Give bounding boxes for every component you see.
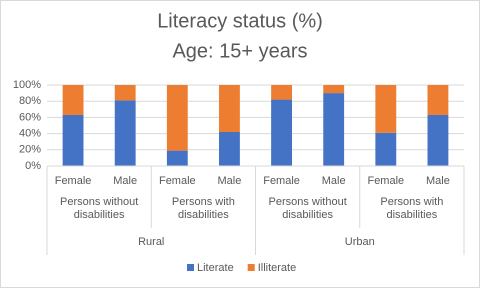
bar-segment (62, 114, 84, 166)
chart-subtitle: Age: 15+ years (172, 40, 307, 62)
bar-segment (323, 85, 345, 94)
y-tick-label: 20% (19, 144, 41, 156)
legend-label: Literate (197, 262, 234, 274)
x-tick-label: Male (218, 175, 242, 187)
bar-segment (219, 85, 240, 132)
chart-title: Literacy status (%) (157, 10, 323, 32)
bar-segment (114, 100, 136, 166)
bar-segment (323, 93, 345, 166)
y-tick-label: 100% (13, 79, 41, 91)
x-tick-label: Female (159, 175, 196, 187)
y-tick-label: 80% (19, 95, 41, 107)
outer-group-label: Urban (345, 236, 375, 248)
y-tick-label: 40% (19, 128, 41, 140)
group-label: Persons without disabilities (268, 196, 347, 221)
bar-segment (219, 131, 240, 166)
group-label: Persons without disabilities (59, 196, 139, 221)
x-tick-label: Male (426, 175, 450, 187)
bar-segment (166, 85, 188, 151)
legend-label: Illiterate (258, 262, 297, 274)
group-label-box: Persons with disabilities (380, 196, 444, 221)
group-label-box: Persons without disabilities (268, 196, 347, 221)
group-label: Persons with disabilities (380, 196, 444, 221)
bar-segment (375, 85, 397, 133)
x-tick-label: Female (55, 175, 92, 187)
group-label-box: Persons with disabilities (171, 196, 235, 221)
group-label-box: Persons without disabilities (59, 196, 139, 221)
bar-segment (427, 114, 449, 166)
legend-swatch (247, 264, 255, 271)
x-tick-label: Male (113, 175, 137, 187)
outer-group-label: Rural (138, 236, 164, 248)
y-tick-label: 0% (25, 160, 41, 172)
legend-swatch (187, 264, 194, 271)
bar-segment (427, 85, 449, 115)
x-tick-label: Female (263, 175, 300, 187)
bar-segment (62, 85, 84, 115)
group-label: Persons with disabilities (171, 196, 235, 221)
bar-segment (166, 150, 188, 166)
bar-segment (271, 99, 292, 166)
bar-segment (271, 85, 292, 100)
bar-segment (114, 85, 136, 101)
x-tick-label: Female (367, 175, 404, 187)
bar-segment (375, 132, 397, 166)
y-tick-label: 60% (19, 111, 41, 123)
x-tick-label: Male (322, 175, 346, 187)
